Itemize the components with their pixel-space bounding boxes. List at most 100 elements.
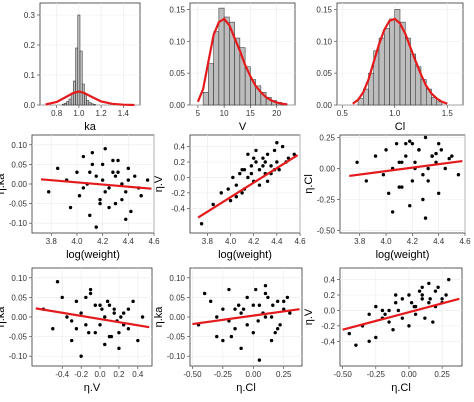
data-point	[431, 320, 435, 324]
data-point	[347, 331, 351, 336]
data-point	[221, 307, 225, 311]
regression-line	[40, 178, 152, 190]
data-point	[236, 303, 241, 307]
x-tick-label: 0.25	[276, 370, 292, 379]
data-point	[396, 308, 401, 313]
data-point	[202, 291, 207, 296]
data-point	[234, 183, 239, 187]
data-point	[266, 295, 270, 300]
data-point	[408, 139, 412, 143]
x-tick-label: 15	[246, 109, 255, 118]
data-point	[103, 190, 107, 194]
data-point	[407, 293, 411, 297]
data-point	[420, 285, 424, 289]
data-point	[400, 160, 404, 164]
data-point	[100, 178, 105, 182]
data-point	[117, 346, 121, 351]
histogram-bar	[202, 92, 209, 106]
data-point	[215, 334, 219, 339]
data-point	[257, 168, 262, 172]
y-tick-label: 0.25	[319, 133, 335, 142]
data-point	[245, 323, 249, 327]
y-tick-label: 0.1	[24, 71, 36, 80]
data-point	[364, 179, 369, 183]
data-point	[229, 334, 234, 339]
x-tick-label: -0.4	[55, 370, 69, 379]
data-point	[273, 330, 277, 335]
y-tick-label: 0.2	[24, 41, 36, 50]
data-point	[74, 299, 79, 304]
data-point	[282, 299, 286, 304]
data-point	[272, 148, 277, 153]
data-point	[434, 160, 438, 164]
panel-scatter-etacl-v: -0.50 -0.25 0.00 0.25 -0.4 -0.2 0.0 0.2 0.4 η.Cl η…	[303, 267, 463, 394]
plot-area	[339, 134, 466, 234]
y-tick-label: 0.10	[11, 274, 27, 283]
histogram-bar	[90, 103, 94, 106]
data-point	[436, 191, 441, 196]
y-tick-label: 0.00	[319, 164, 335, 173]
x-axis-title: V	[239, 121, 247, 133]
y-tick-label: 0.00	[11, 180, 27, 189]
data-point	[90, 162, 95, 167]
data-point	[417, 148, 421, 152]
data-point	[117, 330, 121, 335]
regression-line	[192, 308, 300, 326]
data-point	[79, 311, 83, 315]
data-point	[292, 152, 296, 156]
x-tick-label: 4.4	[433, 237, 445, 246]
regression-line	[197, 154, 299, 219]
data-point	[98, 201, 102, 206]
data-point	[383, 312, 387, 316]
data-point	[112, 307, 116, 311]
data-point	[412, 304, 416, 309]
y-tick-label: 0.2	[324, 291, 336, 300]
data-point	[275, 327, 280, 331]
x-tick-label: -0.25	[367, 370, 386, 379]
x-tick-label: 0.25	[434, 370, 450, 379]
data-point	[228, 198, 233, 203]
data-point	[400, 316, 405, 320]
x-axis-title: log(weight)	[376, 249, 430, 261]
data-point	[215, 315, 219, 319]
data-point	[251, 330, 256, 335]
data-point	[105, 299, 110, 304]
data-point	[408, 204, 412, 208]
data-point	[423, 135, 428, 140]
data-point	[94, 174, 98, 178]
data-point	[263, 160, 267, 164]
plot-area	[339, 267, 463, 367]
histogram-bar	[208, 63, 214, 106]
data-point	[436, 141, 441, 146]
data-point	[69, 319, 74, 323]
data-point	[68, 205, 73, 210]
plot-area	[39, 2, 141, 106]
data-point	[93, 330, 98, 335]
data-point	[249, 164, 254, 168]
y-tick-label: -0.25	[317, 196, 336, 205]
data-point	[275, 160, 279, 164]
x-tick-label: 3.8	[202, 237, 214, 246]
data-point	[256, 319, 260, 323]
data-point	[373, 154, 378, 158]
data-point	[231, 175, 235, 180]
data-point	[374, 335, 378, 340]
data-point	[233, 307, 237, 311]
x-tick-label: 1.2	[96, 109, 108, 118]
y-tick-label: 0.10	[169, 274, 185, 283]
data-point	[384, 148, 388, 152]
data-point	[367, 339, 371, 344]
data-point	[246, 152, 250, 156]
x-tick-label: 5	[196, 109, 201, 118]
y-tick-label: 0.00	[169, 101, 185, 110]
y-tick-label: -0.10	[167, 352, 186, 361]
y-tick-label: 0.3	[24, 11, 36, 20]
y-tick-label: 0.15	[316, 5, 332, 14]
data-point	[381, 172, 386, 177]
data-point	[386, 191, 391, 196]
data-point	[387, 320, 391, 324]
y-tick-label: -0.05	[167, 333, 186, 342]
x-axis-title: log(weight)	[218, 249, 272, 261]
data-point	[421, 197, 425, 202]
x-axis-title: log(weight)	[66, 249, 120, 261]
